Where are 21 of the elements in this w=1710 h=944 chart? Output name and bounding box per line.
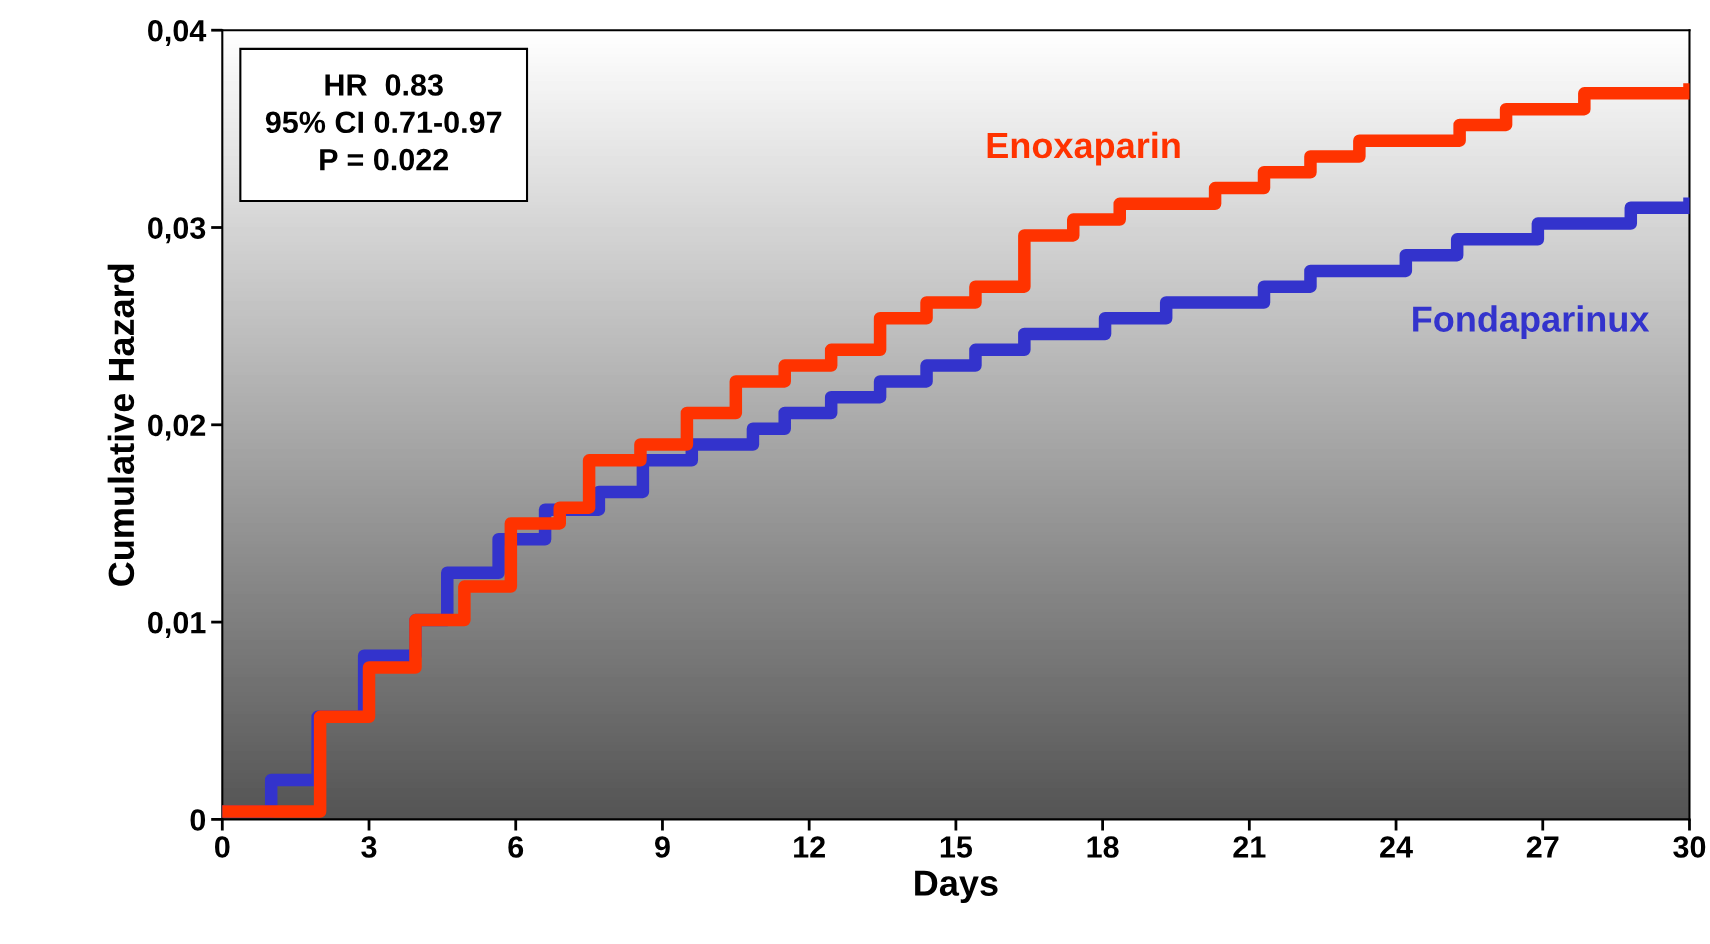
x-tick-label: 18 — [1087, 836, 1119, 858]
x-tick-label: 27 — [1526, 836, 1559, 858]
x-tick-label: 9 — [655, 836, 670, 858]
x-tick-label: 15 — [940, 836, 973, 858]
y-tick-label: 0,03 — [148, 217, 206, 244]
annotation: HR 0.83 95% CI 0.71-0.97 P = 0.022 — [265, 74, 502, 171]
x-tick-label: 6 — [508, 836, 524, 858]
x-tick-label: 30 — [1673, 836, 1706, 858]
y-tick-label: 0,04 — [148, 19, 207, 47]
y-axis-title: Cumulative Hazard — [107, 264, 135, 586]
x-tick-label: 21 — [1233, 836, 1266, 858]
x-tick-label: 12 — [794, 836, 825, 858]
y-tick-label: 0,02 — [148, 414, 206, 441]
series-label: Enoxaparin — [987, 131, 1180, 166]
x-tick-label: 0 — [215, 836, 230, 858]
series-label: Fondaparinux — [1413, 305, 1650, 340]
y-tick-label: 0 — [190, 809, 206, 831]
x-tick-label: 24 — [1380, 836, 1413, 858]
x-axis-title: Days — [915, 870, 998, 904]
x-tick-label: 3 — [361, 836, 377, 858]
y-tick-label: 0,01 — [148, 611, 206, 638]
